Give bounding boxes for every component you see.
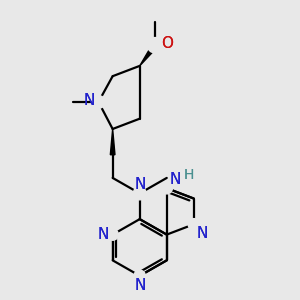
Circle shape — [134, 270, 146, 281]
Circle shape — [107, 229, 118, 240]
Text: O: O — [162, 37, 174, 52]
Circle shape — [92, 95, 105, 108]
Polygon shape — [110, 129, 115, 155]
Text: N: N — [134, 278, 146, 293]
Text: N: N — [134, 177, 146, 192]
Text: N: N — [170, 172, 181, 187]
Text: H: H — [184, 168, 194, 182]
Text: N: N — [98, 227, 109, 242]
Text: N: N — [197, 226, 208, 241]
Text: N: N — [98, 227, 109, 242]
Text: O: O — [162, 37, 174, 52]
Circle shape — [188, 219, 200, 230]
Text: N: N — [83, 93, 94, 108]
Text: N: N — [170, 172, 181, 187]
Circle shape — [133, 187, 146, 200]
Circle shape — [147, 38, 163, 53]
Text: N: N — [134, 278, 146, 293]
Text: H: H — [184, 168, 194, 182]
Circle shape — [161, 183, 172, 194]
Text: N: N — [134, 177, 146, 192]
Text: N: N — [197, 226, 208, 241]
Text: N: N — [83, 93, 94, 108]
Polygon shape — [140, 44, 158, 66]
